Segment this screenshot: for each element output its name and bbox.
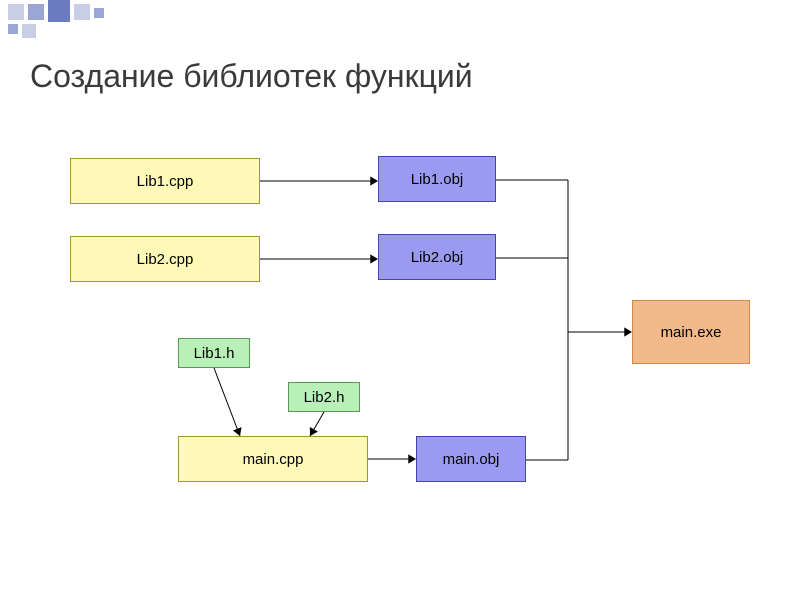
deco-square (94, 8, 104, 18)
deco-square (74, 4, 90, 20)
node-lib2h: Lib2.h (288, 382, 360, 412)
deco-square (48, 0, 70, 22)
deco-square (22, 24, 36, 38)
deco-square (8, 24, 18, 34)
deco-square (28, 4, 44, 20)
node-lib2obj: Lib2.obj (378, 234, 496, 280)
node-mainexe: main.exe (632, 300, 750, 364)
deco-square (8, 4, 24, 20)
node-mainobj: main.obj (416, 436, 526, 482)
node-lib1h: Lib1.h (178, 338, 250, 368)
corner-decoration (0, 0, 140, 50)
node-lib1obj: Lib1.obj (378, 156, 496, 202)
node-maincpp: main.cpp (178, 436, 368, 482)
node-lib1cpp: Lib1.cpp (70, 158, 260, 204)
node-lib2cpp: Lib2.cpp (70, 236, 260, 282)
page-title: Создание библиотек функций (30, 58, 473, 95)
